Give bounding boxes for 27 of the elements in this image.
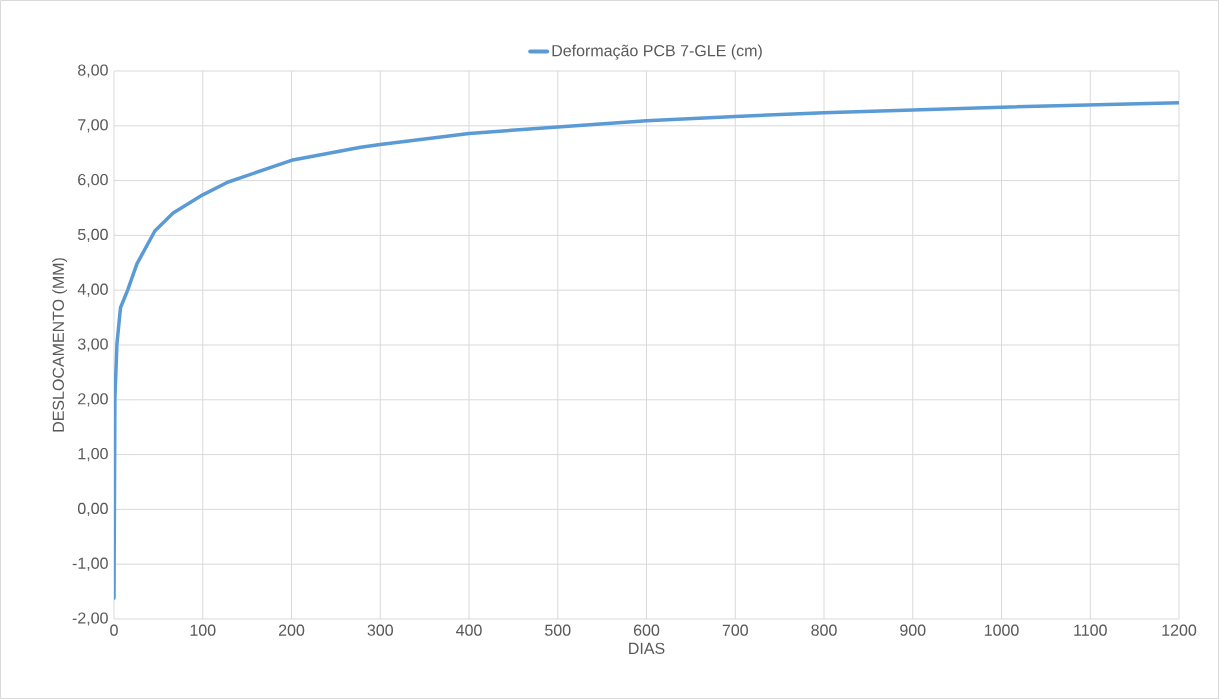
x-tick-label: 200 <box>278 624 305 636</box>
x-tick-label: 500 <box>545 624 571 636</box>
x-axis-title: DIAS <box>629 642 665 655</box>
x-tick-label: 400 <box>456 624 482 636</box>
y-tick-label: 3,00 <box>77 338 108 352</box>
x-tick-label: 700 <box>722 624 748 636</box>
x-tick-label: 300 <box>367 624 393 636</box>
y-tick-label: 0,00 <box>77 502 108 516</box>
x-tick-label: 600 <box>633 624 660 636</box>
x-tick-label: 100 <box>190 624 216 636</box>
x-tick-label: 0 <box>110 624 118 636</box>
x-tick-label: 1200 <box>1162 624 1197 636</box>
y-tick-label: 6,00 <box>78 173 108 188</box>
y-tick-label: 1,00 <box>78 447 108 462</box>
y-tick-label: 2,00 <box>78 393 108 407</box>
y-tick-label: -2,00 <box>72 612 108 626</box>
y-tick-label: 4,00 <box>77 283 108 297</box>
y-tick-label: 7,00 <box>78 119 108 133</box>
x-tick-label: 900 <box>900 624 926 636</box>
y-tick-label: 5,00 <box>77 228 108 242</box>
legend-label: Deformação PCB 7-GLE (cm) <box>552 44 762 60</box>
x-tick-label: 1100 <box>1074 624 1107 636</box>
y-tick-label: -1,00 <box>72 557 108 571</box>
x-tick-label: 1000 <box>984 624 1019 636</box>
y-tick-label: 8,00 <box>78 64 108 78</box>
y-axis-title: DESLOCAMENTO (MM) <box>52 258 68 432</box>
x-tick-label: 800 <box>811 624 837 636</box>
